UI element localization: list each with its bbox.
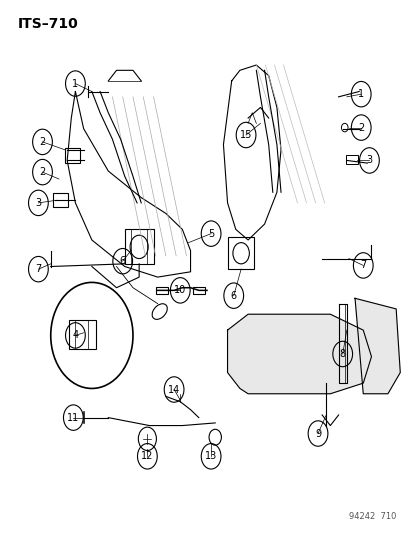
Text: ITS–710: ITS–710	[18, 17, 78, 31]
Text: 7: 7	[35, 264, 41, 274]
Bar	[227, 237, 254, 269]
Text: 7: 7	[359, 261, 366, 270]
Text: 11: 11	[67, 413, 79, 423]
Text: 6: 6	[119, 256, 126, 266]
Text: 13: 13	[204, 451, 217, 462]
Bar	[192, 287, 204, 294]
Bar	[53, 193, 68, 207]
Text: 14: 14	[168, 384, 180, 394]
Text: 10: 10	[174, 285, 186, 295]
Text: 2: 2	[357, 123, 363, 133]
Bar	[345, 155, 357, 164]
Text: 1: 1	[357, 89, 363, 99]
Text: 8: 8	[339, 349, 345, 359]
Text: 15: 15	[239, 130, 252, 140]
Bar	[69, 319, 96, 349]
Bar	[155, 287, 168, 294]
Text: 2: 2	[39, 167, 45, 177]
Text: 2: 2	[39, 137, 45, 147]
Text: 3: 3	[35, 198, 41, 208]
Text: 4: 4	[72, 330, 78, 341]
Text: 5: 5	[207, 229, 214, 239]
Text: 6: 6	[230, 290, 236, 301]
Text: 12: 12	[141, 451, 153, 462]
Text: 9: 9	[314, 429, 320, 439]
Text: 1: 1	[72, 78, 78, 88]
Polygon shape	[227, 314, 370, 394]
Text: 94242  710: 94242 710	[348, 512, 395, 521]
Bar	[65, 148, 79, 163]
Bar	[124, 229, 153, 264]
Polygon shape	[354, 298, 399, 394]
Text: 3: 3	[366, 156, 372, 165]
